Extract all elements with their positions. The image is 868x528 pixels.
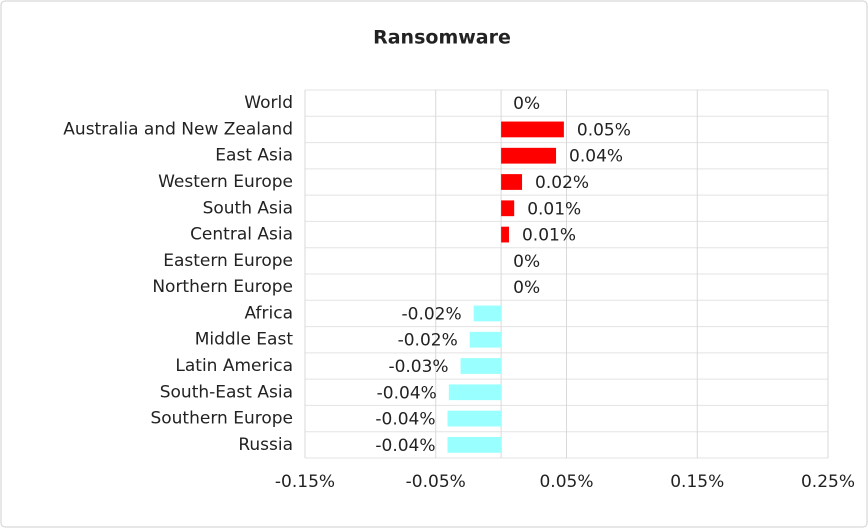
bar	[501, 147, 557, 164]
value-label: 0%	[513, 94, 540, 114]
y-tick-label: Central Asia	[190, 225, 293, 245]
y-tick-label: South Asia	[203, 198, 293, 218]
value-label: 0.02%	[535, 173, 589, 193]
bar	[460, 358, 502, 374]
value-label: -0.04%	[375, 436, 435, 456]
bar	[447, 436, 502, 453]
value-label: -0.04%	[377, 383, 437, 403]
y-tick-label: Russia	[238, 435, 293, 455]
x-tick-label: -0.05%	[406, 472, 466, 492]
y-tick-label: Australia and New Zealand	[63, 119, 293, 139]
x-tick-label: 0.15%	[670, 472, 724, 492]
y-tick-label: Western Europe	[158, 172, 293, 192]
y-tick-label: Middle East	[195, 330, 294, 350]
value-label: 0%	[513, 278, 540, 298]
y-tick-label: Eastern Europe	[163, 251, 293, 271]
y-tick-label: World	[244, 93, 293, 113]
bar	[469, 331, 502, 348]
value-label: -0.03%	[388, 357, 448, 377]
bar	[473, 305, 502, 322]
value-label: 0.01%	[522, 226, 576, 246]
value-label: -0.04%	[375, 410, 435, 430]
value-label: 0.01%	[527, 199, 581, 219]
y-tick-label: Northern Europe	[152, 277, 293, 297]
bar	[501, 200, 515, 217]
y-tick-label: Latin America	[175, 356, 293, 376]
chart-title: Ransomware	[373, 27, 511, 49]
value-label: 0.05%	[577, 120, 631, 140]
value-label: 0.04%	[569, 147, 623, 167]
y-tick-label: Africa	[245, 303, 294, 323]
bar	[501, 174, 523, 190]
bar	[501, 121, 564, 138]
x-tick-label: 0.25%	[801, 472, 855, 492]
x-tick-label: -0.15%	[275, 472, 335, 492]
y-tick-label: Southern Europe	[150, 409, 293, 429]
x-tick-label: 0.05%	[539, 472, 593, 492]
y-tick-label: South-East Asia	[160, 382, 293, 402]
y-tick-label: East Asia	[215, 146, 293, 166]
value-label: -0.02%	[402, 304, 462, 324]
bar	[447, 410, 502, 427]
value-label: -0.02%	[398, 331, 458, 351]
bar	[501, 226, 509, 243]
value-label: 0%	[513, 252, 540, 272]
bar	[448, 384, 502, 401]
